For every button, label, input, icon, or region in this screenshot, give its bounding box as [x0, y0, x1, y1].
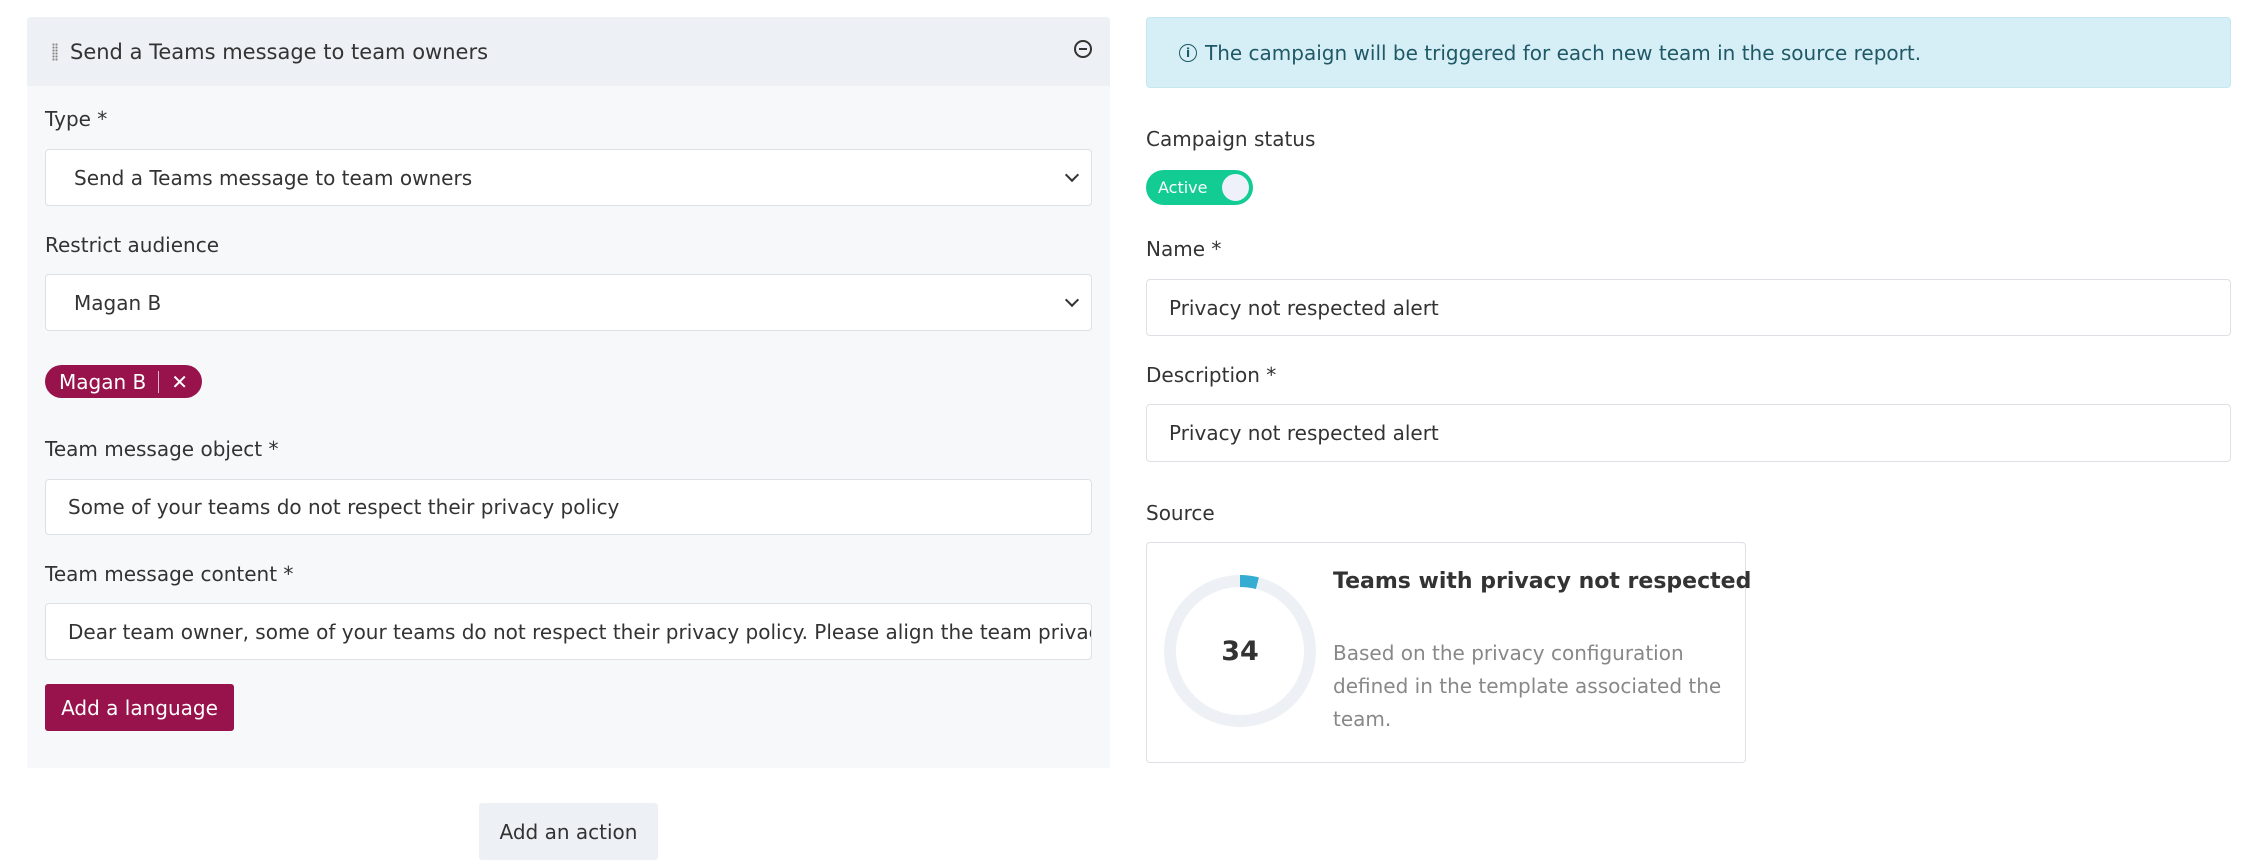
action-panel-title: Send a Teams message to team owners: [70, 39, 489, 64]
remove-chip-icon[interactable]: ✕: [171, 369, 188, 394]
name-label: Name *: [1146, 237, 1222, 261]
type-label: Type *: [45, 107, 108, 131]
add-language-button[interactable]: Add a language: [45, 684, 234, 731]
chevron-down-icon: [1064, 167, 1080, 183]
team-message-object-input[interactable]: Some of your teams do not respect their …: [45, 479, 1092, 535]
info-alert: i The campaign will be triggered for eac…: [1146, 17, 2231, 88]
audience-chip-label: Magan B: [59, 369, 147, 394]
name-input[interactable]: Privacy not respected alert: [1146, 279, 2231, 336]
audience-chip: Magan B ✕: [45, 365, 202, 398]
source-card-description: Based on the privacy configuration defin…: [1333, 641, 1722, 731]
toggle-label: Active: [1158, 178, 1208, 197]
type-select-value: Send a Teams message to team owners: [74, 165, 473, 190]
description-label: Description *: [1146, 363, 1277, 387]
action-panel-header[interactable]: Send a Teams message to team owners: [27, 17, 1110, 86]
team-message-content-input[interactable]: Dear team owner, some of your teams do n…: [45, 603, 1092, 660]
collapse-icon[interactable]: [1074, 40, 1092, 58]
toggle-knob: [1222, 174, 1249, 201]
info-icon: i: [1179, 43, 1197, 62]
campaign-status-toggle[interactable]: Active: [1146, 170, 1253, 205]
team-message-content-label: Team message content *: [45, 562, 294, 586]
description-input[interactable]: Privacy not respected alert: [1146, 404, 2231, 462]
chip-divider: [158, 370, 160, 393]
restrict-audience-select[interactable]: Magan B: [45, 274, 1092, 331]
source-card-title: Teams with privacy not respected: [1333, 569, 1752, 594]
source-donut: 34: [1164, 575, 1316, 727]
campaign-status-label: Campaign status: [1146, 127, 1316, 151]
info-alert-text: The campaign will be triggered for each …: [1205, 40, 1922, 65]
donut-progress-arc: [1164, 575, 1316, 727]
type-select[interactable]: Send a Teams message to team owners: [45, 149, 1092, 206]
chevron-down-icon: [1064, 292, 1080, 308]
team-message-object-label: Team message object *: [45, 437, 279, 461]
restrict-audience-label: Restrict audience: [45, 233, 220, 257]
source-label: Source: [1146, 501, 1215, 525]
drag-handle-icon[interactable]: [52, 42, 58, 61]
audience-select-value: Magan B: [74, 290, 162, 315]
add-action-button[interactable]: Add an action: [479, 803, 658, 860]
source-count: 34: [1221, 636, 1259, 667]
